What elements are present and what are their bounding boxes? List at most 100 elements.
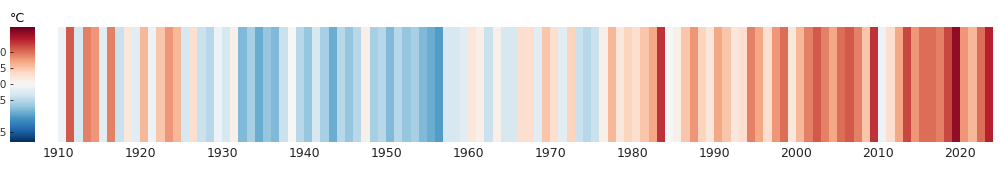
Bar xyxy=(361,27,370,142)
Bar xyxy=(115,27,124,142)
Bar xyxy=(706,27,714,142)
Bar xyxy=(197,27,206,142)
Bar xyxy=(829,27,837,142)
Bar xyxy=(911,27,919,142)
Bar xyxy=(124,27,132,142)
Bar xyxy=(960,27,968,142)
Bar xyxy=(567,27,575,142)
Bar xyxy=(698,27,706,142)
Bar xyxy=(936,27,944,142)
Bar xyxy=(238,27,247,142)
Bar xyxy=(427,27,435,142)
Bar xyxy=(370,27,378,142)
Bar xyxy=(526,27,534,142)
Bar xyxy=(435,27,443,142)
Bar xyxy=(304,27,312,142)
Bar xyxy=(731,27,739,142)
Bar xyxy=(854,27,862,142)
Bar xyxy=(132,27,140,142)
Bar xyxy=(337,27,345,142)
Bar xyxy=(222,27,230,142)
Bar xyxy=(985,27,993,142)
Bar xyxy=(206,27,214,142)
Bar xyxy=(66,27,74,142)
Bar xyxy=(755,27,763,142)
Bar xyxy=(255,27,263,142)
Bar xyxy=(599,27,608,142)
Bar xyxy=(312,27,320,142)
Bar xyxy=(640,27,649,142)
Bar xyxy=(690,27,698,142)
Bar xyxy=(460,27,468,142)
Bar xyxy=(886,27,895,142)
Bar xyxy=(632,27,640,142)
Bar xyxy=(165,27,173,142)
Bar xyxy=(534,27,542,142)
Bar xyxy=(804,27,813,142)
Bar xyxy=(320,27,329,142)
Bar xyxy=(813,27,821,142)
Bar xyxy=(263,27,271,142)
Bar xyxy=(870,27,878,142)
Bar xyxy=(903,27,911,142)
Bar xyxy=(927,27,936,142)
Bar xyxy=(247,27,255,142)
Bar xyxy=(591,27,599,142)
Text: °C: °C xyxy=(10,12,25,25)
Bar xyxy=(681,27,690,142)
Bar xyxy=(780,27,788,142)
Bar xyxy=(665,27,673,142)
Bar xyxy=(722,27,731,142)
Bar xyxy=(419,27,427,142)
Bar xyxy=(501,27,509,142)
Bar xyxy=(288,27,296,142)
Bar xyxy=(952,27,960,142)
Bar xyxy=(772,27,780,142)
Bar xyxy=(608,27,616,142)
Bar xyxy=(91,27,99,142)
Bar xyxy=(99,27,107,142)
Bar xyxy=(796,27,804,142)
Bar xyxy=(919,27,927,142)
Bar xyxy=(411,27,419,142)
Bar xyxy=(944,27,952,142)
Bar xyxy=(452,27,460,142)
Bar xyxy=(402,27,411,142)
Bar xyxy=(558,27,567,142)
Bar xyxy=(345,27,353,142)
Bar xyxy=(484,27,493,142)
Bar xyxy=(353,27,361,142)
Bar xyxy=(878,27,886,142)
Bar xyxy=(156,27,165,142)
Bar xyxy=(739,27,747,142)
Bar xyxy=(673,27,681,142)
Bar xyxy=(83,27,91,142)
Bar xyxy=(837,27,845,142)
Bar xyxy=(378,27,386,142)
Bar xyxy=(394,27,402,142)
Bar xyxy=(763,27,772,142)
Bar xyxy=(788,27,796,142)
Bar xyxy=(329,27,337,142)
Bar xyxy=(386,27,394,142)
Bar xyxy=(189,27,197,142)
Bar xyxy=(657,27,665,142)
Bar xyxy=(821,27,829,142)
Bar xyxy=(148,27,156,142)
Bar xyxy=(476,27,484,142)
Bar xyxy=(968,27,977,142)
Bar xyxy=(649,27,657,142)
Bar xyxy=(550,27,558,142)
Bar xyxy=(181,27,189,142)
Bar xyxy=(616,27,624,142)
Bar xyxy=(296,27,304,142)
Bar xyxy=(845,27,854,142)
Bar xyxy=(542,27,550,142)
Bar xyxy=(714,27,722,142)
Bar xyxy=(443,27,452,142)
Bar xyxy=(58,27,66,142)
Bar xyxy=(575,27,583,142)
Bar xyxy=(977,27,985,142)
Bar xyxy=(509,27,517,142)
Bar xyxy=(140,27,148,142)
